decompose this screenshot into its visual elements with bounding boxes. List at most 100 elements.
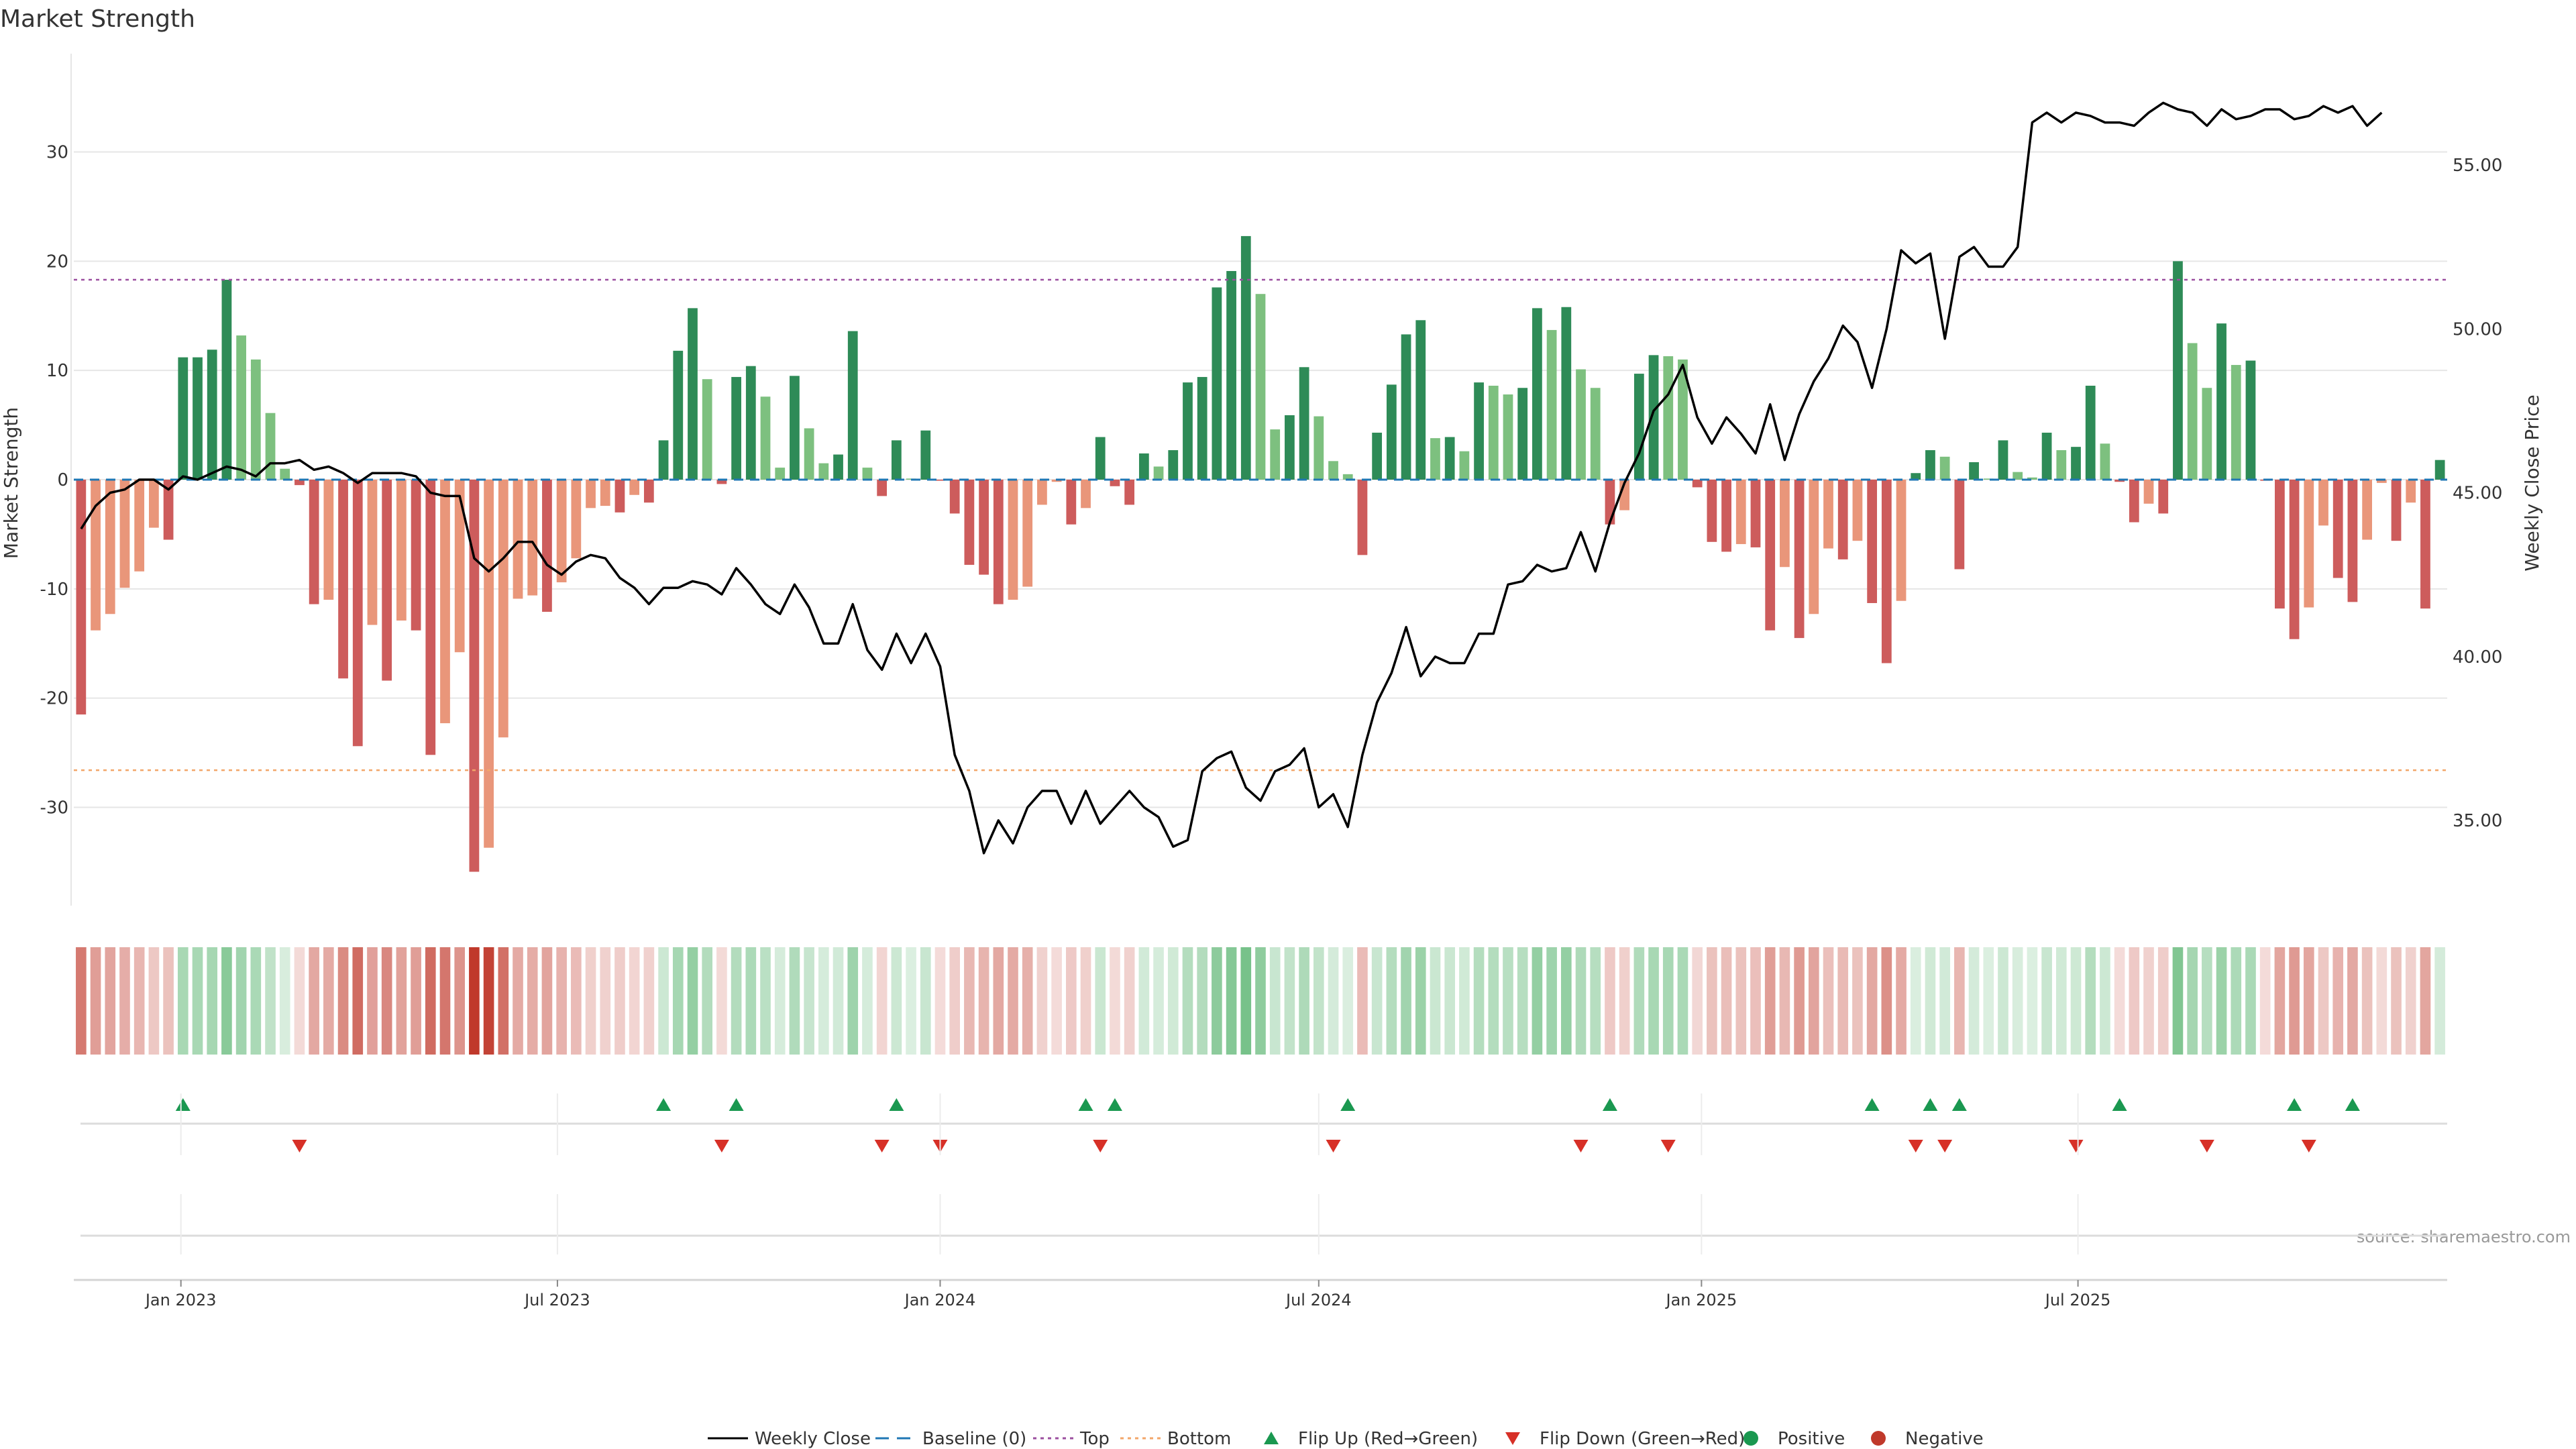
flip-up-marker: [729, 1098, 744, 1111]
heat-cell: [1503, 947, 1513, 1055]
flip-down-marker: [2199, 1140, 2214, 1152]
strength-bar: [2391, 480, 2402, 541]
heat-cell: [1605, 947, 1615, 1055]
strength-bar: [877, 480, 888, 496]
strength-bar: [745, 366, 756, 480]
heat-cell: [876, 947, 888, 1055]
legend-label: Weekly Close: [755, 1429, 871, 1449]
heat-cell: [964, 947, 975, 1055]
legend: Weekly Close Baseline (0) Top Bottom Flip Up…: [708, 1429, 1984, 1449]
strength-bar: [309, 480, 319, 604]
strength-bar: [2202, 388, 2212, 480]
flip-down-marker: [1937, 1140, 1953, 1152]
flip-up-marker: [1602, 1098, 1617, 1111]
heat-cell: [1779, 947, 1790, 1055]
flip-down-marker: [2068, 1140, 2084, 1152]
strength-bar: [1168, 450, 1179, 480]
strength-bar: [396, 480, 407, 621]
heat-cell: [1138, 947, 1150, 1055]
heat-cell: [643, 947, 655, 1055]
heat-cell: [133, 947, 145, 1055]
strength-bar: [2143, 480, 2154, 504]
heat-cell: [600, 947, 611, 1055]
strength-bar: [1459, 451, 1470, 480]
heat-cell: [1415, 947, 1426, 1055]
strength-bar: [542, 480, 552, 612]
heat-cell: [2012, 947, 2023, 1055]
strength-bar: [105, 480, 115, 614]
strength-bar: [629, 480, 640, 495]
heat-cell: [1386, 947, 1397, 1055]
strength-bar: [1270, 429, 1281, 480]
heat-cell: [774, 947, 786, 1055]
strength-bar: [1998, 440, 2008, 480]
y-tick-label: 10: [46, 361, 68, 381]
y-tick-label: -10: [40, 580, 68, 600]
heat-cell: [1459, 947, 1470, 1055]
strength-bar: [979, 480, 989, 575]
heat-cell: [2041, 947, 2052, 1055]
strength-bar: [1138, 453, 1149, 480]
heat-cell: [2114, 947, 2125, 1055]
legend-item: Weekly Close: [708, 1429, 871, 1449]
strength-bar: [221, 280, 232, 480]
y-tick-label: -30: [40, 798, 68, 818]
strength-bar: [1735, 480, 1746, 545]
heat-cell: [1633, 947, 1645, 1055]
strength-bar: [1328, 461, 1338, 480]
heat-cell: [716, 947, 727, 1055]
strength-bar: [2085, 385, 2096, 480]
heat-cell: [920, 947, 931, 1055]
y-axis-label: Market Strength: [0, 407, 22, 559]
x-tick-label: Jan 2023: [144, 1291, 217, 1309]
heat-cell: [934, 947, 946, 1055]
strength-bar: [484, 480, 494, 848]
strength-bar: [702, 379, 712, 480]
strength-bar: [1430, 438, 1440, 480]
heat-cell: [265, 947, 276, 1055]
strength-bar: [1780, 480, 1790, 568]
heat-cell: [571, 947, 582, 1055]
heat-cell: [1430, 947, 1441, 1055]
strength-bar: [1110, 480, 1120, 486]
strength-bar: [2406, 480, 2416, 503]
heat-cell: [2172, 947, 2184, 1055]
heat-cell: [2157, 947, 2169, 1055]
heat-cell: [1080, 947, 1091, 1055]
y2-tick-label: 35.00: [2453, 811, 2502, 831]
flip-up-marker: [1078, 1098, 1093, 1111]
heat-cell: [1590, 947, 1601, 1055]
strength-bar: [1590, 388, 1601, 480]
heat-cell: [702, 947, 713, 1055]
heat-cell: [1342, 947, 1354, 1055]
strength-bar: [716, 480, 727, 484]
flip-down-marker: [1093, 1140, 1108, 1152]
strength-bar: [2173, 261, 2183, 480]
weekly-close-line: [80, 101, 2383, 855]
strength-bar: [2362, 480, 2372, 540]
strength-bar: [760, 396, 771, 480]
heat-cell: [1866, 947, 1878, 1055]
heat-cell: [1110, 947, 1120, 1055]
strength-bar: [1488, 385, 1499, 480]
heat-cell: [1983, 947, 1994, 1055]
heat-cell: [1662, 947, 1674, 1055]
heat-cell: [891, 947, 902, 1055]
flip-up-marker: [1340, 1098, 1356, 1111]
strength-bar: [1386, 384, 1397, 480]
strength-bar: [1095, 437, 1106, 480]
strength-bar: [352, 480, 363, 747]
heat-cell: [614, 947, 625, 1055]
strength-bar: [411, 480, 421, 631]
strength-bar: [1051, 480, 1062, 482]
strength-bar: [688, 308, 698, 480]
strength-bar: [119, 480, 130, 588]
strength-bar: [1925, 450, 1935, 480]
strength-bar: [775, 468, 786, 480]
heat-cell: [687, 947, 698, 1055]
heat-cell: [760, 947, 771, 1055]
heat-cell: [1401, 947, 1411, 1055]
heat-cell: [2318, 947, 2329, 1055]
strength-bar: [1183, 382, 1193, 480]
